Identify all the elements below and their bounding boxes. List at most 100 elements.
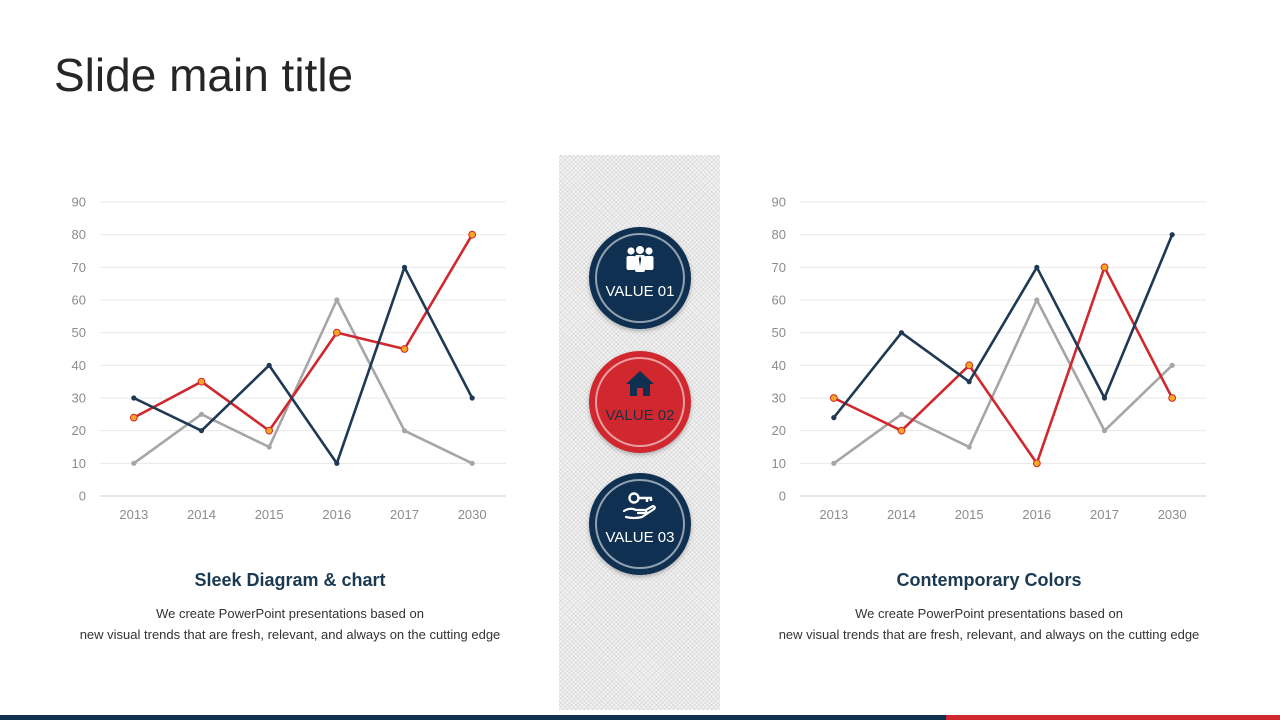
caption-left-line-2: new visual trends that are fresh, releva… [79,627,501,642]
series-3-point [266,444,272,450]
y-tick-label: 80 [72,227,86,242]
series-2-point [1100,263,1109,272]
y-tick-label: 30 [72,391,86,406]
series-line-1 [832,234,1174,419]
series-line-2 [133,234,474,432]
key-hand-icon [589,491,691,523]
series-2-point [1168,394,1177,402]
caption-left: Sleek Diagram & chart We create PowerPoi… [30,570,550,645]
team-icon [589,245,691,277]
x-tick-label: 2030 [458,507,487,522]
series-3-point [198,411,205,417]
x-tick-label: 2015 [255,507,284,522]
x-tick-label: 2014 [187,507,216,522]
value-01-label: VALUE 01 [605,283,675,300]
y-tick-label: 40 [772,358,786,373]
footer-bar [0,715,1280,720]
x-tick-label: 2016 [322,507,351,522]
y-tick-label: 0 [79,489,86,504]
y-tick-label: 20 [772,423,786,438]
series-3-point [1101,428,1108,434]
y-tick-label: 30 [772,391,786,406]
series-1-point [401,264,408,270]
y-tick-label: 60 [72,293,86,308]
y-tick-label: 0 [779,489,786,504]
x-tick-label: 2030 [1158,507,1187,522]
y-tick-label: 40 [72,358,86,373]
y-tick-label: 10 [72,456,86,471]
caption-left-line-1: We create PowerPoint presentations based… [156,606,424,621]
series-line-3 [133,298,473,465]
badge-ring [595,357,685,447]
series-3-point [469,460,475,466]
series-2-point [468,230,477,239]
y-tick-label: 90 [72,195,86,210]
badge-ring [595,479,685,569]
series-1-point [898,330,905,336]
y-tick-label: 50 [772,325,786,340]
series-1-point [131,395,137,401]
center-pattern-strip: VALUE 01 VALUE 02 VALUE 03 [559,155,720,710]
caption-right-title: Contemporary Colors [896,570,1082,590]
caption-right: Contemporary Colors We create PowerPoint… [729,570,1249,645]
value-01-badge[interactable]: VALUE 01 [589,227,691,329]
x-tick-label: 2016 [1022,507,1051,522]
value-02-badge[interactable]: VALUE 02 [589,351,691,453]
line-chart-right: 0 10 20 30 40 50 60 70 80 90 2013 2014 2015 2016 2017 2… [760,180,1220,525]
series-3-point [334,297,340,303]
x-tick-label: 2015 [955,507,984,522]
y-tick-label: 10 [772,456,786,471]
value-02-label: VALUE 02 [605,407,675,424]
house-icon [589,369,691,401]
series-3-point [831,460,837,466]
x-tick-label: 2017 [1090,507,1119,522]
series-1-point [266,362,272,368]
y-tick-label: 70 [72,260,86,275]
series-2-point [965,361,974,370]
value-03-badge[interactable]: VALUE 03 [589,473,691,575]
badge-ring [595,233,685,323]
x-tick-label: 2013 [119,507,148,522]
caption-right-line-1: We create PowerPoint presentations based… [855,606,1123,621]
slide-title: Slide main title [54,49,354,101]
series-1-point [831,415,837,421]
footer-bar-red [946,715,1280,720]
series-1-point [1101,395,1108,401]
series-2-point [829,394,838,402]
y-tick-label: 70 [772,260,786,275]
caption-right-text: We create PowerPoint presentations based… [729,603,1249,645]
series-2-point [265,426,274,435]
caption-right-line-2: new visual trends that are fresh, releva… [778,627,1200,642]
series-1-point [334,460,340,466]
caption-left-text: We create PowerPoint presentations based… [30,603,550,645]
series-2-point [197,377,206,386]
y-tick-label: 60 [772,293,786,308]
series-3-point [401,428,408,434]
series-2-point [129,413,138,422]
series-1-point [1169,232,1175,238]
series-2-point [1032,459,1041,468]
series-3-point [1034,297,1040,303]
series-3-point [131,460,137,466]
footer-bar-navy [0,715,946,720]
y-tick-label: 90 [772,195,786,210]
series-line-3 [833,298,1174,465]
series-3-point [1169,362,1175,368]
y-tick-label: 80 [772,227,786,242]
x-tick-label: 2014 [887,507,916,522]
series-3-point [898,411,905,417]
series-2-point [332,328,341,337]
x-tick-label: 2013 [819,507,848,522]
series-2-point [897,426,906,435]
series-1-point [966,379,972,385]
series-3-point [966,444,972,450]
caption-left-title: Sleek Diagram & chart [194,570,386,590]
series-line-2 [833,266,1174,465]
line-chart-left: 0 10 20 30 40 50 60 70 80 90 2013 2014 2015 2016 2017 2… [60,180,520,525]
series-1-point [469,395,475,401]
x-tick-label: 2017 [390,507,419,522]
series-2-point [400,345,409,353]
series-1-point [198,428,205,434]
